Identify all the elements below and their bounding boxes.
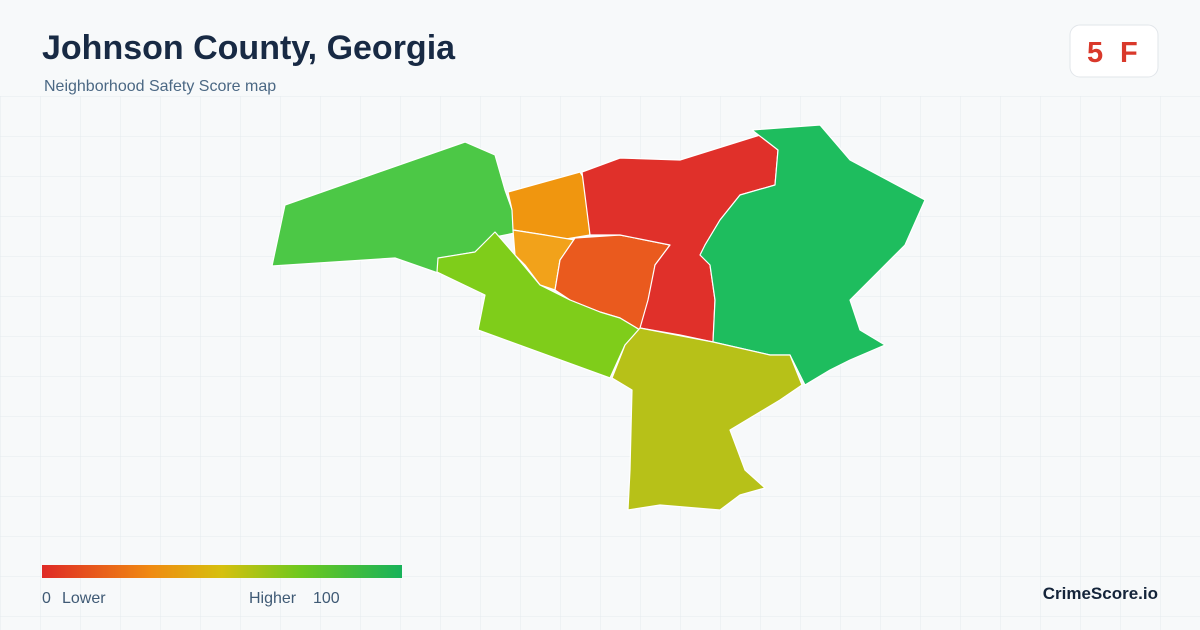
county-map bbox=[271, 124, 926, 511]
region bbox=[699, 124, 926, 386]
legend-max-label: Higher bbox=[249, 590, 297, 607]
legend-gradient bbox=[42, 565, 402, 578]
legend-min-label: Lower bbox=[62, 590, 106, 607]
legend-min: 0 bbox=[42, 590, 51, 607]
region bbox=[611, 327, 803, 511]
score-badge bbox=[1069, 24, 1159, 78]
score-value: 5 bbox=[1087, 37, 1103, 69]
title: Johnson County, Georgia bbox=[42, 29, 456, 67]
score-grade: F bbox=[1120, 37, 1138, 69]
subtitle: Neighborhood Safety Score map bbox=[44, 78, 276, 95]
region bbox=[436, 231, 641, 379]
brand: CrimeScore.io bbox=[1043, 584, 1158, 603]
legend-max: 100 bbox=[313, 590, 340, 607]
